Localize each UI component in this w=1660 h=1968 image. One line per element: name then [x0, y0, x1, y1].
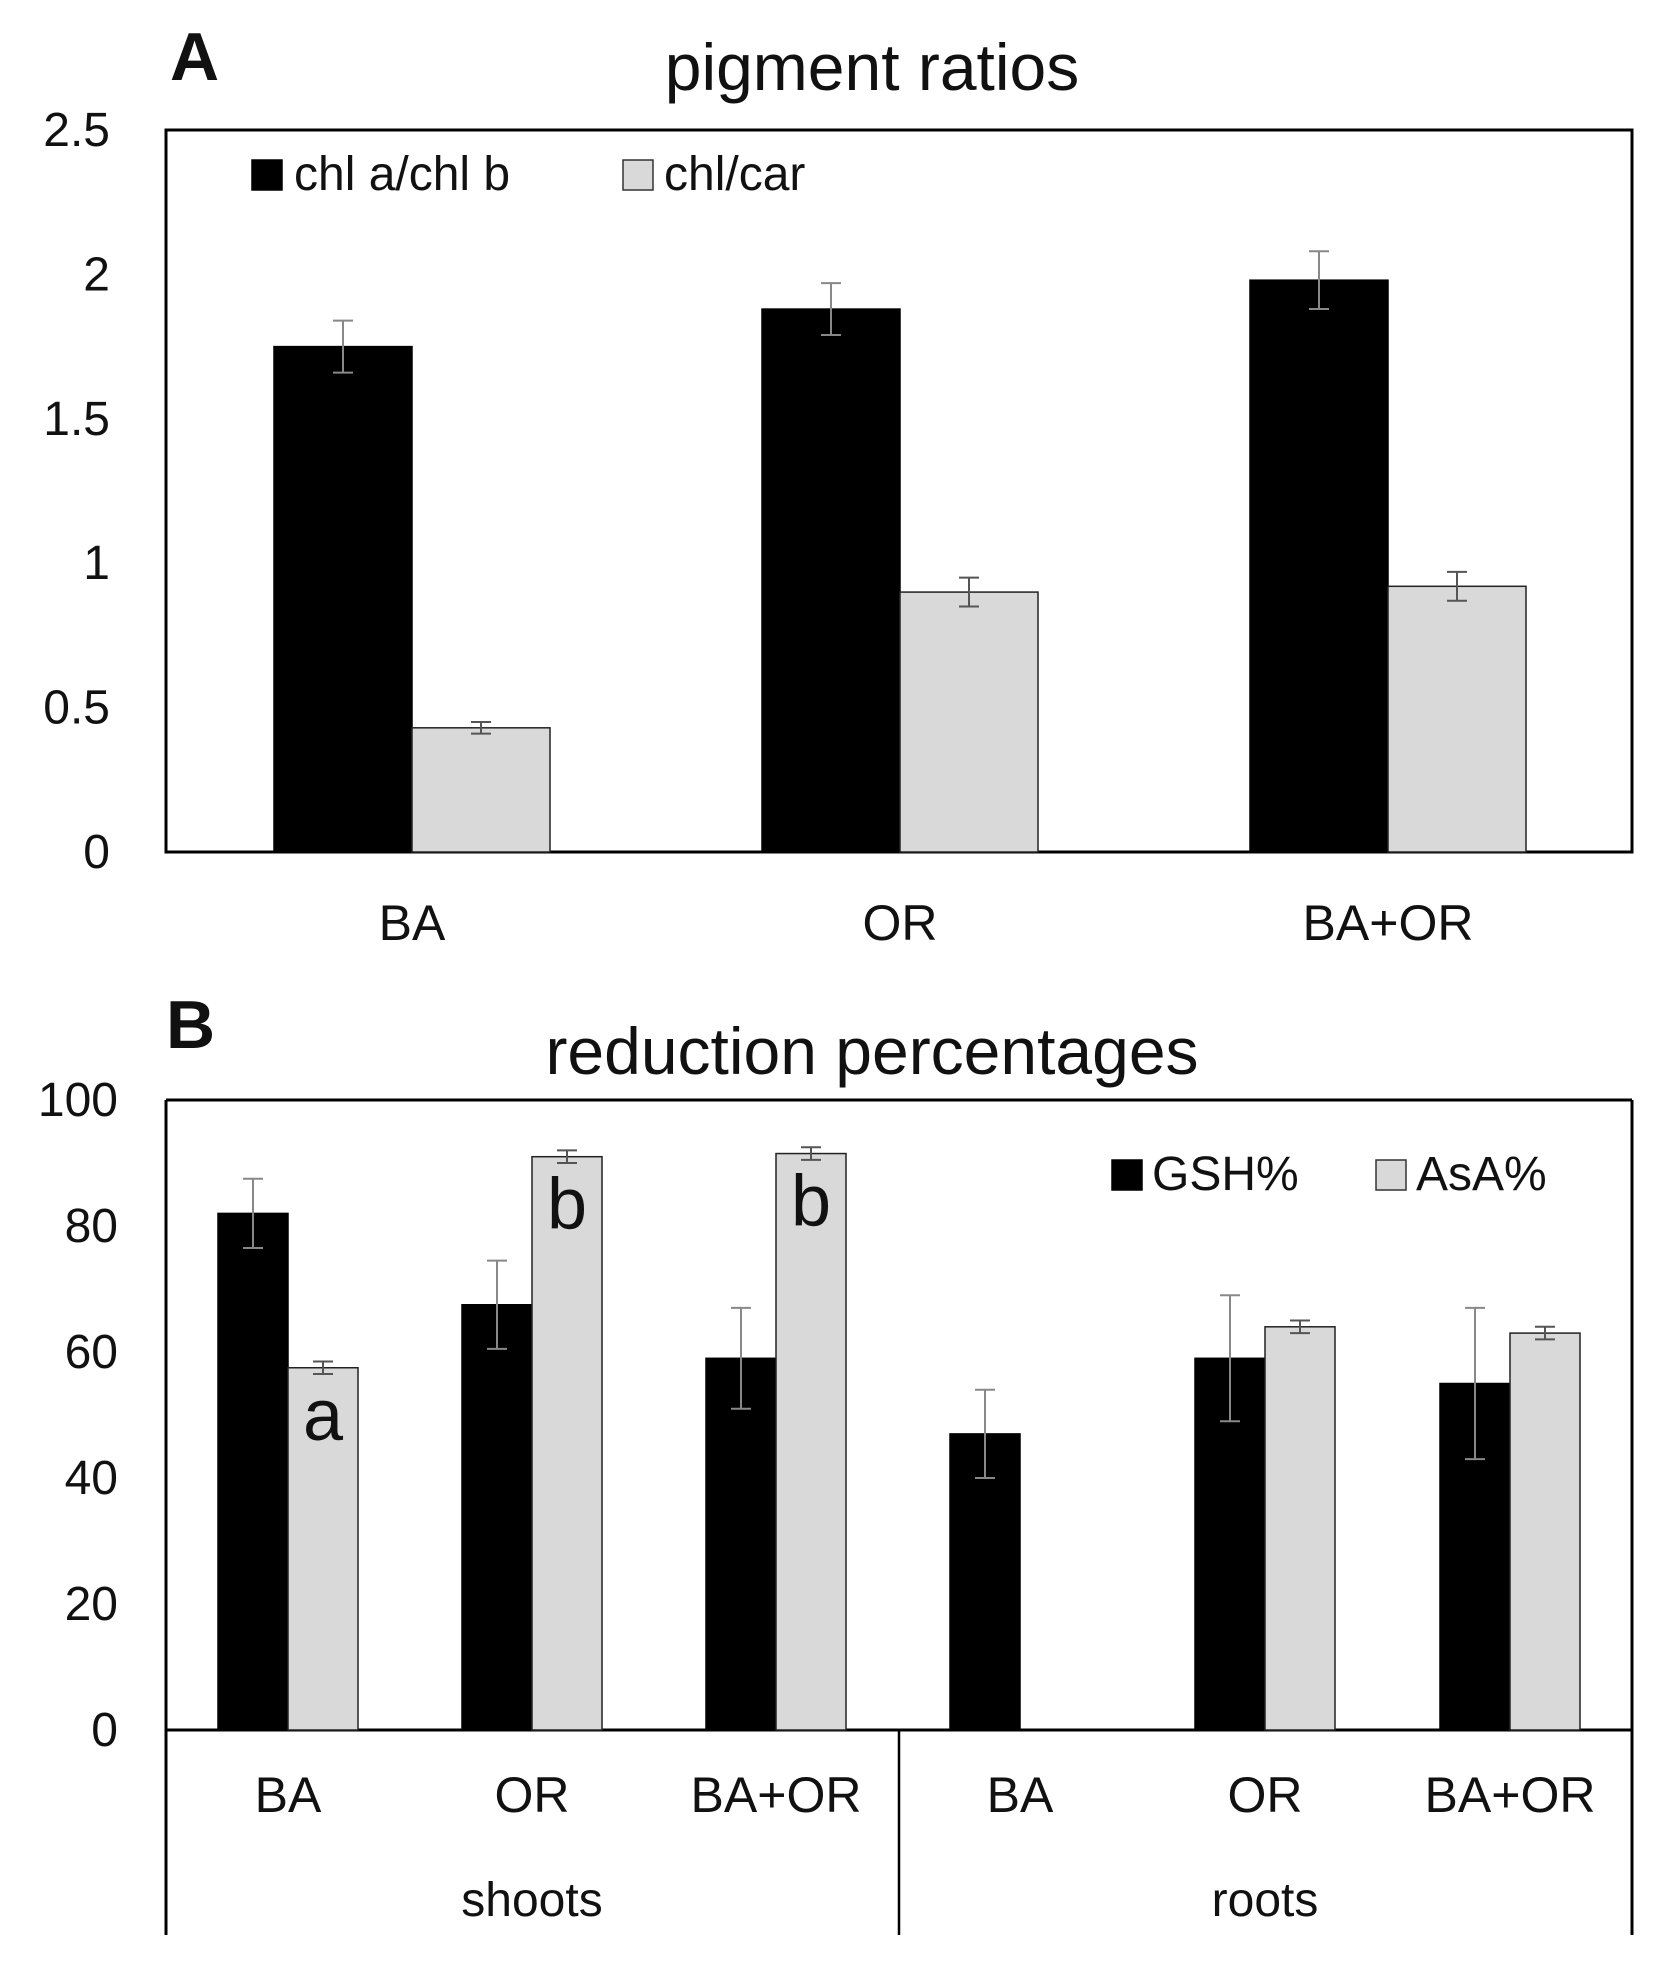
- panel-b-ytick: 100: [38, 1074, 118, 1127]
- panel-b-y-axis: 0 20 40 60 80 100: [38, 1074, 118, 1757]
- bar-a-s1-c2: [1387, 585, 1527, 853]
- panel-b-group-labels: shoots roots: [461, 1874, 1318, 1927]
- panel-a-ytick: 1: [83, 537, 110, 590]
- panel-b-xtick: OR: [1228, 1767, 1303, 1823]
- errorbar-b-s0-c2: [731, 1306, 751, 1410]
- errorbar-b-s0-c0: [243, 1177, 263, 1250]
- bar-b-s0-c3: [949, 1433, 1021, 1731]
- errorbar-a-s1-c1: [959, 576, 979, 608]
- errorbar-b-s1-c0: [313, 1360, 333, 1376]
- errorbar-a-s1-c2: [1447, 570, 1467, 602]
- bar-a-s1-c1: [899, 591, 1039, 853]
- panel-b-xtick: BA: [987, 1767, 1054, 1823]
- legend-label-chl-ab: chl a/chl b: [294, 148, 510, 201]
- significance-label: b: [791, 1162, 831, 1242]
- panel-b-xtick: BA+OR: [691, 1767, 862, 1823]
- panel-b-ytick: 20: [65, 1578, 118, 1631]
- bar-a-s0-c2: [1249, 279, 1389, 853]
- panel-b-letter: B: [166, 987, 215, 1063]
- panel-a-legend: chl a/chl b chl/car: [251, 148, 805, 201]
- panel-b-xtick: BA+OR: [1425, 1767, 1596, 1823]
- panel-b-ytick: 0: [91, 1704, 118, 1757]
- panel-a-xtick: BA+OR: [1303, 895, 1474, 951]
- errorbar-b-s1-c2: [801, 1146, 821, 1161]
- legend-swatch-chl-ab: [251, 159, 283, 191]
- errorbar-b-s0-c3: [975, 1388, 995, 1479]
- significance-label: b: [547, 1165, 587, 1245]
- panel-b-x-axis: BA OR BA+OR BA OR BA+OR: [255, 1767, 1596, 1823]
- errorbar-a-s1-c0: [471, 721, 491, 735]
- legend-label-chl-car: chl/car: [664, 148, 805, 201]
- panel-b-xtick: BA: [255, 1767, 322, 1823]
- bar-b-s0-c1: [461, 1304, 533, 1731]
- panel-a-xtick: OR: [863, 895, 938, 951]
- bar-b-s0-c0: [217, 1212, 289, 1731]
- group-label-roots: roots: [1212, 1874, 1319, 1927]
- bar-b-s0-c2: [705, 1357, 777, 1731]
- panel-b-ytick: 40: [65, 1452, 118, 1505]
- bar-a-s0-c1: [761, 308, 901, 853]
- errorbar-b-s1-c1: [557, 1149, 577, 1164]
- panel-b-legend: GSH% AsA%: [1111, 1148, 1547, 1201]
- panel-b-xtick: OR: [495, 1767, 570, 1823]
- panel-b-title: reduction percentages: [545, 1014, 1198, 1088]
- errorbar-a-s0-c2: [1309, 250, 1329, 311]
- panel-a-xtick: BA: [379, 895, 446, 951]
- legend-label-gsh: GSH%: [1152, 1148, 1299, 1201]
- errorbar-a-s0-c0: [333, 319, 353, 374]
- panel-a-y-axis: 0 0.5 1 1.5 2 2.5: [43, 104, 110, 879]
- panel-a-ytick: 2: [83, 248, 110, 301]
- legend-swatch-chl-car: [622, 159, 654, 191]
- bar-b-s1-c1: [531, 1155, 603, 1731]
- bar-b-s1-c4: [1264, 1326, 1336, 1731]
- errorbar-b-s0-c1: [487, 1259, 507, 1350]
- panel-a-ytick: 1.5: [43, 393, 110, 446]
- errorbar-b-s0-c4: [1220, 1294, 1240, 1423]
- bar-a-s1-c0: [411, 727, 551, 853]
- bar-a-s0-c0: [273, 345, 413, 853]
- bar-b-s1-c2: [775, 1152, 847, 1731]
- legend-swatch-gsh: [1111, 1159, 1143, 1191]
- panel-a-ytick: 0.5: [43, 682, 110, 735]
- panel-b-bars: a b b: [217, 1146, 1581, 1731]
- panel-a-letter: A: [170, 19, 219, 95]
- panel-b: B reduction percentages 0 20 40 60 80 10…: [38, 987, 1634, 1935]
- panel-a-ytick: 2.5: [43, 104, 110, 157]
- panel-a-title: pigment ratios: [665, 30, 1080, 104]
- bar-b-s1-c5: [1509, 1332, 1581, 1731]
- group-label-shoots: shoots: [461, 1874, 602, 1927]
- legend-swatch-asa: [1375, 1159, 1407, 1191]
- legend-label-asa: AsA%: [1416, 1148, 1547, 1201]
- panel-a-bars: [273, 250, 1527, 853]
- bar-b-s1-c0: [287, 1367, 359, 1731]
- significance-label: a: [303, 1376, 344, 1456]
- errorbar-b-s0-c5: [1465, 1306, 1485, 1461]
- panel-a-x-axis: BA OR BA+OR: [379, 895, 1474, 951]
- errorbar-a-s0-c1: [821, 282, 841, 337]
- errorbar-b-s1-c5: [1535, 1325, 1555, 1341]
- panel-b-ytick: 60: [65, 1326, 118, 1379]
- panel-b-ytick: 80: [65, 1200, 118, 1253]
- panel-a: A pigment ratios 0 0.5 1 1.5 2 2.5 BA OR…: [43, 19, 1634, 951]
- panel-a-ytick: 0: [83, 826, 110, 879]
- errorbar-b-s1-c4: [1290, 1319, 1310, 1335]
